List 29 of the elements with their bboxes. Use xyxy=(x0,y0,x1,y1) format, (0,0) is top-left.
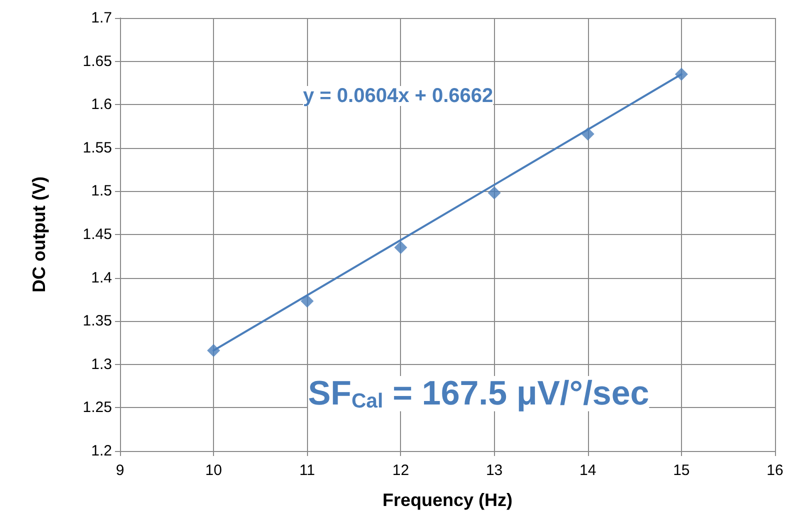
y-axis-title: DC output (V) xyxy=(29,176,49,292)
x-tick-label: 15 xyxy=(673,462,690,479)
y-tick-label: 1.3 xyxy=(91,356,112,373)
point xyxy=(581,128,594,141)
y-tick-label: 1.55 xyxy=(82,139,112,156)
point xyxy=(674,68,688,81)
y-tick-label: 1.45 xyxy=(82,226,112,243)
x-tick-label: 13 xyxy=(486,462,503,479)
y-tick-label: 1.2 xyxy=(91,442,112,460)
point xyxy=(394,240,408,254)
x-tick-label: 9 xyxy=(116,462,124,479)
y-tick-label: 1.7 xyxy=(91,10,112,26)
x-tick-label: 12 xyxy=(392,462,410,479)
annotation: y = 0.0604x + 0.6662 xyxy=(303,85,494,107)
x-tick-label: 10 xyxy=(205,462,222,479)
point xyxy=(300,294,314,308)
point xyxy=(207,344,220,358)
x-axis-title: Frequency (Hz) xyxy=(382,490,513,510)
x-tick-label: 14 xyxy=(580,462,596,479)
y-tick-label: 1.25 xyxy=(82,399,112,416)
y-tick-label: 1.6 xyxy=(91,96,112,114)
point xyxy=(488,186,501,200)
y-tick-label: 1.5 xyxy=(91,182,112,200)
x-tick-label: 11 xyxy=(299,462,315,479)
y-tick-label: 1.35 xyxy=(82,312,112,330)
x-tick-label: 16 xyxy=(766,462,784,479)
y-tick-label: 1.65 xyxy=(82,52,112,70)
y-tick-label: 1.4 xyxy=(91,269,112,286)
annotation: SFCal = 167.5 μV/°/sec xyxy=(308,374,650,413)
